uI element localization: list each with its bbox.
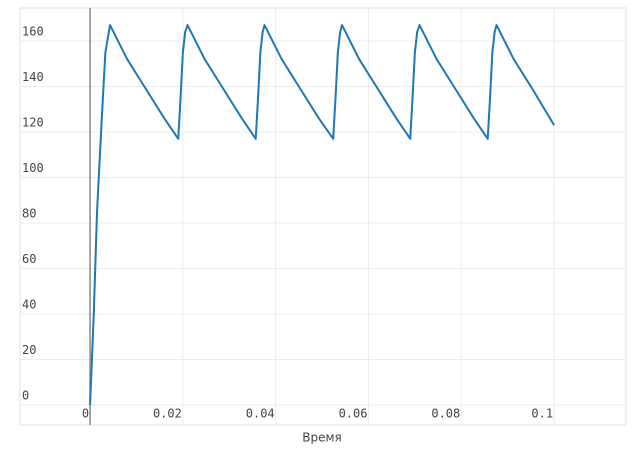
x-tick-label: 0.04 [246,407,275,421]
x-tick-label: 0.02 [153,407,182,421]
y-tick-label: 100 [22,161,44,175]
y-tick-label: 140 [22,70,44,84]
x-tick-label: 0.08 [431,407,460,421]
x-tick-label: 0 [82,407,89,421]
y-tick-label: 0 [22,388,29,402]
y-tick-label: 120 [22,115,44,129]
y-tick-label: 60 [22,252,36,266]
y-tick-label: 80 [22,206,36,220]
data-line [89,24,555,406]
y-tick-label: 40 [22,297,36,311]
y-tick-label: 20 [22,343,36,357]
x-axis-title: Время [302,431,342,445]
plot-area [19,7,627,426]
x-tick-label: 0.06 [339,407,368,421]
y-tick-label: 160 [22,24,44,38]
x-tick-label: 0.1 [531,407,553,421]
